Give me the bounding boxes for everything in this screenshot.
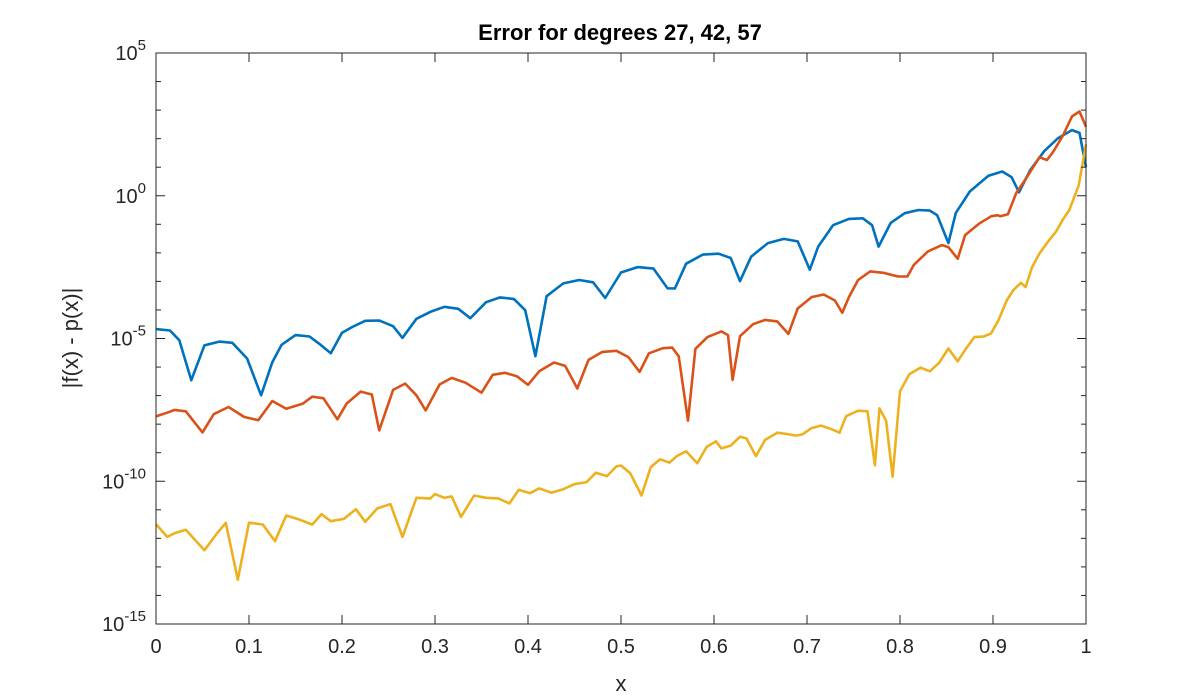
series-line-2 — [155, 110, 1088, 434]
x-tick-label: 0.2 — [328, 636, 356, 658]
series-line-1 — [155, 128, 1088, 397]
axes-box — [155, 52, 1087, 625]
plot-area — [156, 53, 1086, 624]
x-tick-label: 0.6 — [700, 636, 728, 658]
y-tick-label: 10-15 — [102, 608, 146, 636]
tick-layer: 0 0.1 0.2 0.3 0.4 0.5 0.6 0.7 0.8 0.9 1 105 100 10-5 1… — [102, 37, 1092, 658]
x-tick-label: 0.4 — [514, 636, 542, 658]
x-axis-label: x — [616, 671, 627, 696]
x-tick-label: 0.1 — [235, 636, 263, 658]
x-tick-label: 0 — [150, 636, 161, 658]
x-tick-label: 0.3 — [421, 636, 449, 658]
x-tick-label: 1 — [1080, 636, 1091, 658]
chart-title: Error for degrees 27, 42, 57 — [478, 20, 762, 45]
y-tick-label: 100 — [115, 180, 146, 208]
y-tick-label: 10-10 — [102, 465, 146, 493]
series-layer — [155, 110, 1088, 581]
y-tick-label: 105 — [115, 37, 146, 65]
series-line-3 — [155, 144, 1088, 581]
x-tick-label: 0.7 — [793, 636, 821, 658]
y-tick-label: 10-5 — [110, 323, 146, 351]
y-axis-label: |f(x) - p(x)| — [58, 288, 83, 389]
x-tick-label: 0.8 — [886, 636, 914, 658]
x-tick-label: 0.9 — [979, 636, 1007, 658]
x-tick-label: 0.5 — [607, 636, 635, 658]
